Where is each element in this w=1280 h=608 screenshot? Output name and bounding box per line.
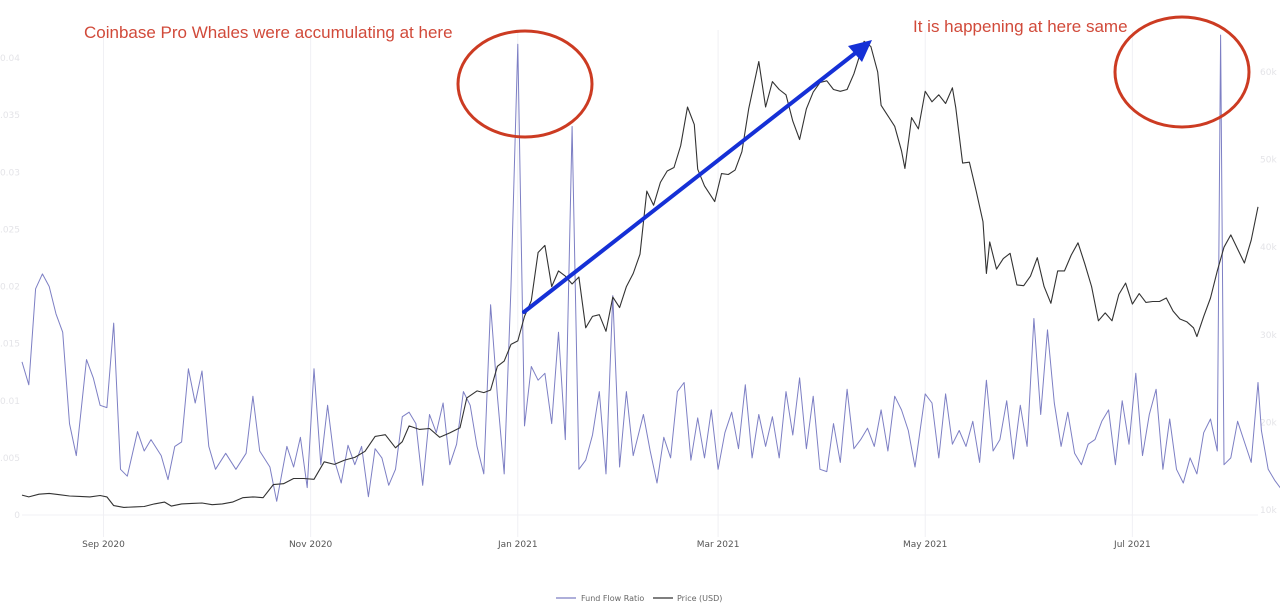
x-axis: Sep 2020 Nov 2020 Jan 2021 Mar 2021 May 2021… xyxy=(82,540,1151,550)
legend-item-fund-flow-ratio[interactable]: Fund Flow Ratio xyxy=(556,594,644,603)
legend: Fund Flow Ratio Price (USD) xyxy=(556,594,722,603)
right-tick-label: 60k xyxy=(1260,68,1277,78)
legend-item-price[interactable]: Price (USD) xyxy=(653,594,722,603)
arrow-head-icon xyxy=(848,40,872,62)
right-y-axis: 10k 20k 30k 40k 50k 60k xyxy=(1260,68,1277,516)
right-tick-label: 50k xyxy=(1260,156,1277,166)
left-tick-label: 0.015 xyxy=(0,340,20,350)
price-line xyxy=(21,40,1259,508)
fund-flow-ratio-line xyxy=(21,34,1280,502)
x-tick-label: Nov 2020 xyxy=(289,540,333,550)
arrow-shaft xyxy=(522,49,860,314)
right-tick-label: 30k xyxy=(1260,331,1277,341)
x-tick-label: Sep 2020 xyxy=(82,540,125,550)
left-tick-label: 0.025 xyxy=(0,225,20,235)
left-tick-label: 0.01 xyxy=(0,397,20,407)
left-tick-label: 0.005 xyxy=(0,454,20,464)
left-y-axis: 0 0.005 0.01 0.015 0.02 0.025 0.03 0.035 0.04 xyxy=(0,54,20,521)
x-tick-label: May 2021 xyxy=(903,540,947,550)
left-tick-label: 0.04 xyxy=(0,54,20,64)
left-tick-label: 0 xyxy=(14,511,20,521)
x-tick-label: Mar 2021 xyxy=(697,540,740,550)
right-tick-label: 20k xyxy=(1260,418,1277,428)
left-tick-label: 0.02 xyxy=(0,283,20,293)
x-tick-label: Jan 2021 xyxy=(497,540,538,550)
right-tick-label: 40k xyxy=(1260,243,1277,253)
legend-label-fund-flow-ratio: Fund Flow Ratio xyxy=(581,594,644,603)
left-tick-label: 0.035 xyxy=(0,111,20,121)
left-tick-label: 0.03 xyxy=(0,168,20,178)
annotation-text-right: It is happening at here same xyxy=(913,17,1128,36)
gridlines xyxy=(22,30,1258,537)
annotation-arrow xyxy=(522,40,872,314)
annotation-text-left: Coinbase Pro Whales were accumulating at… xyxy=(84,23,453,42)
right-tick-label: 10k xyxy=(1260,506,1277,516)
legend-label-price: Price (USD) xyxy=(677,594,722,603)
x-tick-label: Jul 2021 xyxy=(1113,540,1151,550)
annotation-ellipse-right xyxy=(1113,15,1251,129)
annotation-ellipse-left xyxy=(456,29,594,139)
